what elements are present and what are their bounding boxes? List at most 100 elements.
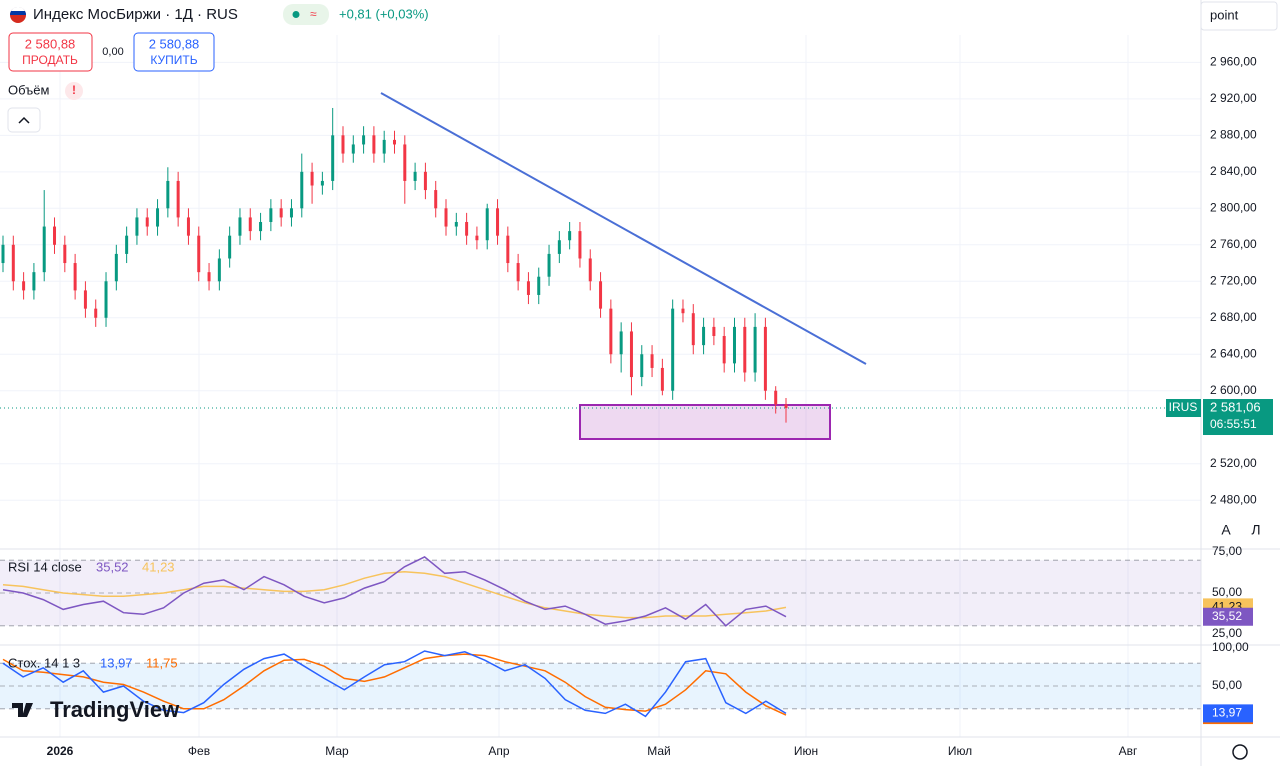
candle-body	[691, 313, 695, 346]
buy-price[interactable]: 2 580,88	[149, 36, 200, 51]
candle-body	[94, 308, 98, 318]
value-tag-label: 35,52	[1212, 609, 1242, 623]
candle-body	[516, 263, 520, 282]
candle-body	[166, 180, 170, 209]
volume-label: Объём	[8, 82, 49, 97]
plot	[0, 107, 1201, 718]
indicator-name: RSI 14 close	[8, 559, 82, 574]
candle-body	[320, 180, 324, 186]
candle-body	[53, 226, 57, 245]
candle-body	[125, 235, 129, 254]
y-tick-label: 50,00	[1212, 585, 1242, 599]
candle-body	[32, 272, 36, 291]
symbol-tag	[1166, 399, 1201, 418]
brand: TradingView	[50, 697, 180, 722]
y-tick-label: 2 480,00	[1210, 492, 1257, 506]
candle-body	[63, 244, 67, 264]
value-tag-label: 13,97	[1212, 706, 1242, 720]
candle-body	[289, 208, 293, 218]
trend-line[interactable]	[380, 92, 867, 365]
candle-body	[362, 135, 366, 145]
y-tick-label: 100,00	[1212, 640, 1249, 654]
buy-label[interactable]: КУПИТЬ	[150, 53, 197, 67]
candle-body	[382, 139, 386, 154]
collapse-icon[interactable]	[18, 116, 30, 124]
candle-body	[753, 326, 757, 373]
x-tick-label: Июн	[794, 744, 818, 758]
candle-body	[557, 240, 561, 254]
candle-body	[485, 208, 489, 241]
status-pill	[283, 4, 329, 25]
candle-body	[11, 244, 15, 282]
candle-body	[465, 221, 469, 236]
settings[interactable]	[1232, 744, 1248, 760]
candle-body	[248, 217, 252, 232]
scale-button-label[interactable]: Л	[1251, 522, 1260, 538]
candle-body	[496, 208, 500, 236]
candle-body	[331, 135, 335, 181]
indicator-line	[2, 653, 787, 716]
scale-mode-label[interactable]: point	[1210, 7, 1239, 22]
candle-body	[259, 221, 263, 232]
candle-body	[176, 180, 180, 218]
symbol-title: Индекс МосБиржи · 1Д · RUS	[33, 6, 238, 23]
x-tick-label: Апр	[488, 744, 510, 758]
candle-body	[526, 281, 530, 295]
indicator-line	[2, 650, 787, 718]
legend-value: 41,23	[142, 559, 175, 574]
indicator-name: Стох. 14 1 3	[8, 655, 80, 670]
candle-body	[660, 367, 664, 391]
market-open	[292, 11, 300, 18]
candle-body	[763, 326, 767, 391]
candle-body	[506, 235, 510, 264]
candle-body	[73, 263, 77, 291]
warning[interactable]	[65, 82, 83, 100]
scale-button-label[interactable]: А	[1221, 522, 1231, 538]
y-tick-label: 2 680,00	[1210, 310, 1257, 324]
candle-body	[537, 276, 541, 295]
warning-icon[interactable]: !	[72, 83, 76, 97]
sell-button[interactable]	[8, 32, 93, 72]
candle-body	[650, 354, 654, 368]
y-tick-label: 2 920,00	[1210, 91, 1257, 105]
overlay: 2 960,00 2 920,00 2 880,00 2 840,00 2 800,00…	[8, 55, 1273, 758]
sell-label[interactable]: ПРОДАТЬ	[22, 53, 78, 67]
legend-value: 35,52	[96, 559, 129, 574]
candle-body	[743, 326, 747, 373]
candle-body	[22, 281, 26, 291]
candle-body	[186, 217, 190, 236]
candle-body	[393, 139, 396, 145]
candle-body	[83, 290, 87, 309]
buy-button[interactable]	[133, 32, 215, 72]
y-tick-label: 2 960,00	[1210, 55, 1257, 69]
candle-body	[145, 217, 149, 227]
price-tag-label: 2 581,06	[1210, 399, 1261, 414]
x-tick-label: Авг	[1119, 744, 1138, 758]
candle-body	[156, 208, 160, 227]
candle-body	[1, 244, 5, 264]
candle-body	[640, 354, 644, 378]
candle-body	[42, 226, 46, 273]
y-tick-label: 2 800,00	[1210, 200, 1257, 214]
delayed: ≈	[310, 7, 317, 21]
collapse-button[interactable]	[7, 107, 41, 133]
candle-body	[588, 258, 592, 282]
y-tick-label: 2 600,00	[1210, 383, 1257, 397]
candle-body	[279, 208, 283, 218]
support-zone[interactable]	[579, 404, 831, 440]
scale-button[interactable]	[1244, 519, 1268, 543]
candle-body	[712, 326, 716, 337]
y-tick-label: 2 720,00	[1210, 273, 1257, 287]
scale-button[interactable]	[1214, 519, 1238, 543]
change: +0,81 (+0,03%)	[339, 6, 429, 21]
candle-body	[444, 208, 448, 227]
candle-body	[238, 217, 242, 236]
sell-price[interactable]: 2 580,88	[25, 36, 76, 51]
candle-body	[578, 231, 582, 259]
value-tag	[1203, 704, 1253, 723]
candle-body	[423, 171, 427, 191]
candle-body	[619, 331, 623, 355]
value-tag	[1203, 607, 1253, 626]
candle-body	[475, 235, 479, 241]
